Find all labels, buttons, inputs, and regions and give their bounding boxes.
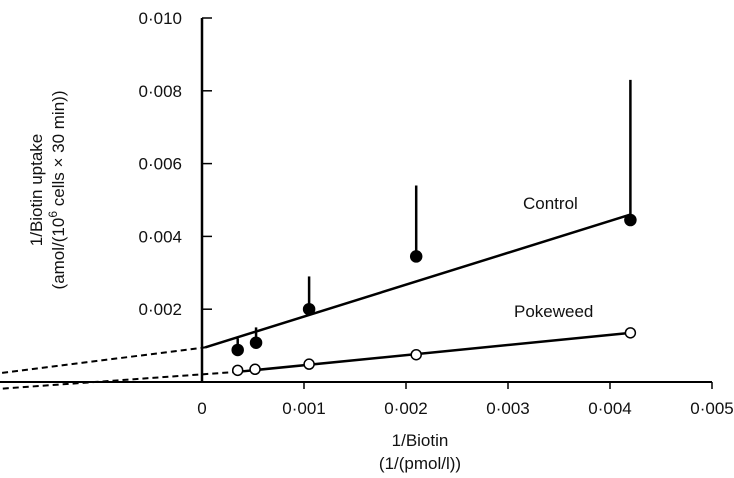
y-axis-title: 1/Biotin uptake (amol/(106 cells × 30 mi… [27, 91, 68, 290]
data-point-pokeweed [231, 364, 244, 377]
data-point-pokeweed [249, 363, 261, 376]
fit-line-pokeweed [237, 331, 631, 374]
y-axis-title-pre: (amol/(10 [49, 218, 68, 290]
y-tick-label: 0·008 [139, 82, 182, 101]
y-tick-label: 0·004 [139, 227, 182, 246]
x-tick-label: 0·002 [384, 399, 427, 418]
x-tick-label: 0·004 [588, 399, 631, 418]
data-point-control [409, 250, 423, 263]
data-point-pokeweed [303, 358, 315, 370]
y-axis-title-line2: (amol/(106 cells × 30 min)) [46, 91, 68, 290]
data-point-control [249, 336, 263, 349]
series-layer [0, 79, 637, 390]
y-axis-title-sup: 6 [46, 211, 60, 218]
extrapolation-line-control [0, 346, 206, 375]
fit-line-control [204, 213, 631, 349]
y-tick-label: 0·010 [139, 9, 182, 28]
x-axis-title-line2: (1/(pmol/l)) [379, 454, 461, 473]
series-label-pokeweed: Pokeweed [514, 302, 593, 321]
x-axis-title-line1: 1/Biotin [392, 431, 449, 450]
data-point-pokeweed [624, 327, 637, 339]
x-tick-label: 0·003 [486, 399, 529, 418]
data-point-pokeweed [410, 348, 422, 361]
data-point-control [624, 213, 637, 227]
series-control [0, 79, 637, 375]
series-label-control: Control [523, 194, 578, 213]
y-tick-label: 0·002 [139, 300, 182, 319]
y-axis-title-line1: 1/Biotin uptake [27, 134, 46, 246]
data-point-control [302, 302, 316, 316]
y-axis-title-post: cells × 30 min)) [49, 91, 68, 211]
axes: 0 0·001 0·002 0·003 0·004 0·005 0·002 0·004 0·00… [0, 9, 734, 418]
x-tick-label: 0·005 [690, 399, 733, 418]
x-tick-label: 0·001 [282, 399, 325, 418]
x-tick-label: 0 [197, 399, 206, 418]
data-point-control [231, 343, 244, 357]
y-tick-label: 0·006 [139, 155, 182, 174]
series-pokeweed [0, 327, 637, 390]
